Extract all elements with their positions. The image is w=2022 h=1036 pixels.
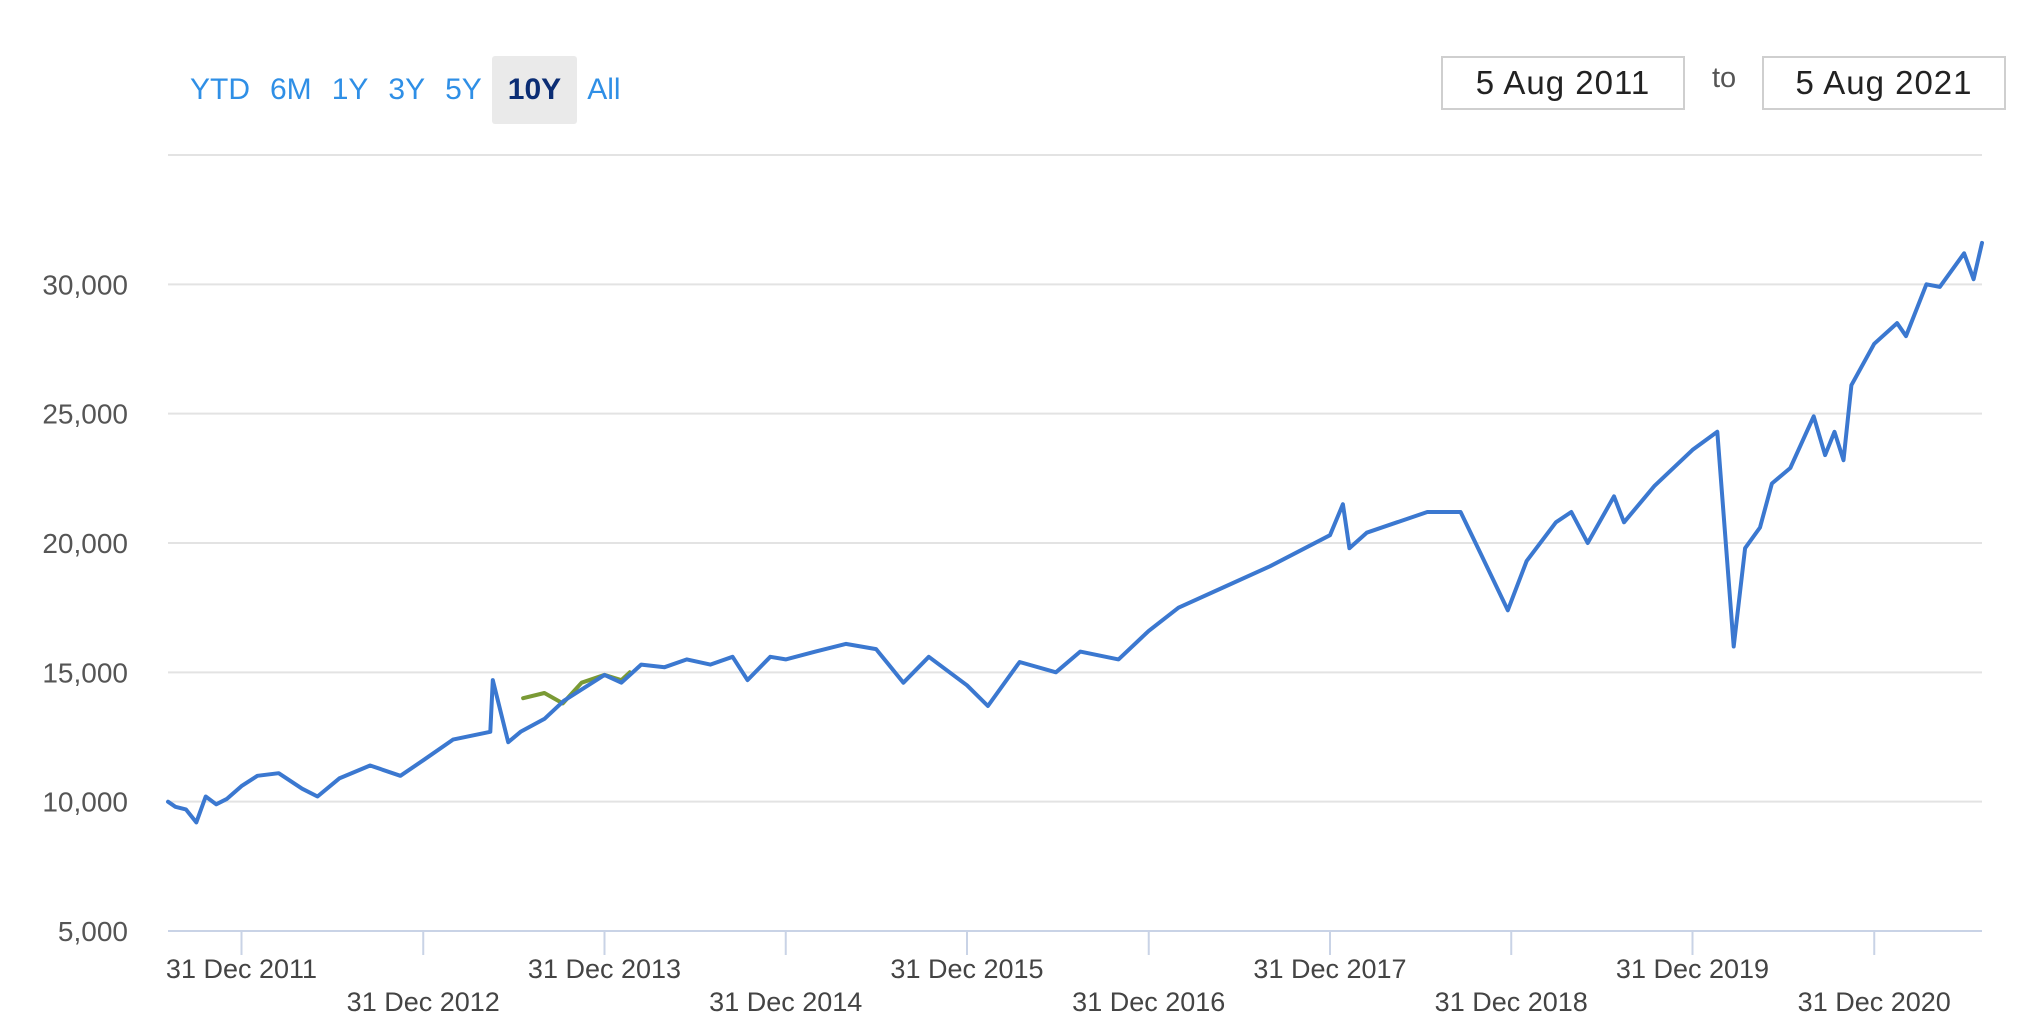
y-tick-label: 10,000 — [42, 787, 128, 818]
grid-lines — [168, 154, 1982, 803]
x-axis: 31 Dec 2011 31 Dec 2012 31 Dec 2013 31 Dec … — [166, 930, 1982, 1017]
x-tick-label: 31 Dec 2011 — [166, 954, 317, 984]
range-button-6m[interactable]: 6M — [270, 73, 312, 106]
x-tick-label: 31 Dec 2017 — [1253, 954, 1406, 984]
series-line-main — [166, 240, 1984, 825]
date-to-input[interactable]: 5 Aug 2021 — [1762, 56, 2006, 110]
range-selector: YTD 6M 1Y 3Y 5Y 10Y All — [180, 56, 631, 124]
x-tick-label: 31 Dec 2019 — [1616, 954, 1769, 984]
y-axis: 5,000 10,000 15,000 20,000 25,000 30,000 — [42, 269, 128, 947]
x-tick-label: 31 Dec 2014 — [709, 987, 862, 1017]
range-button-10y[interactable]: 10Y — [491, 56, 578, 124]
range-button-1y[interactable]: 1Y — [331, 73, 369, 106]
range-button-3y[interactable]: 3Y — [388, 73, 426, 106]
y-tick-label: 5,000 — [58, 916, 128, 947]
date-range-separator: to — [1712, 62, 1737, 94]
x-tick-label: 31 Dec 2020 — [1798, 987, 1951, 1017]
range-button-5y[interactable]: 5Y — [445, 73, 482, 106]
y-tick-label: 30,000 — [42, 269, 128, 300]
date-from-input[interactable]: 5 Aug 2011 — [1441, 56, 1685, 110]
x-tick-label: 31 Dec 2013 — [528, 954, 681, 984]
y-tick-label: 20,000 — [42, 528, 128, 559]
x-tick-label: 31 Dec 2018 — [1435, 987, 1588, 1017]
range-button-ytd[interactable]: YTD — [190, 73, 250, 106]
series-line-secondary — [521, 670, 632, 706]
series-lines — [166, 240, 1984, 825]
x-tick-label: 31 Dec 2016 — [1072, 987, 1225, 1017]
x-tick-label: 31 Dec 2015 — [890, 954, 1043, 984]
range-button-all[interactable]: All — [587, 73, 621, 106]
y-tick-label: 15,000 — [42, 657, 128, 688]
y-tick-label: 25,000 — [42, 399, 128, 430]
x-tick-label: 31 Dec 2012 — [347, 987, 500, 1017]
